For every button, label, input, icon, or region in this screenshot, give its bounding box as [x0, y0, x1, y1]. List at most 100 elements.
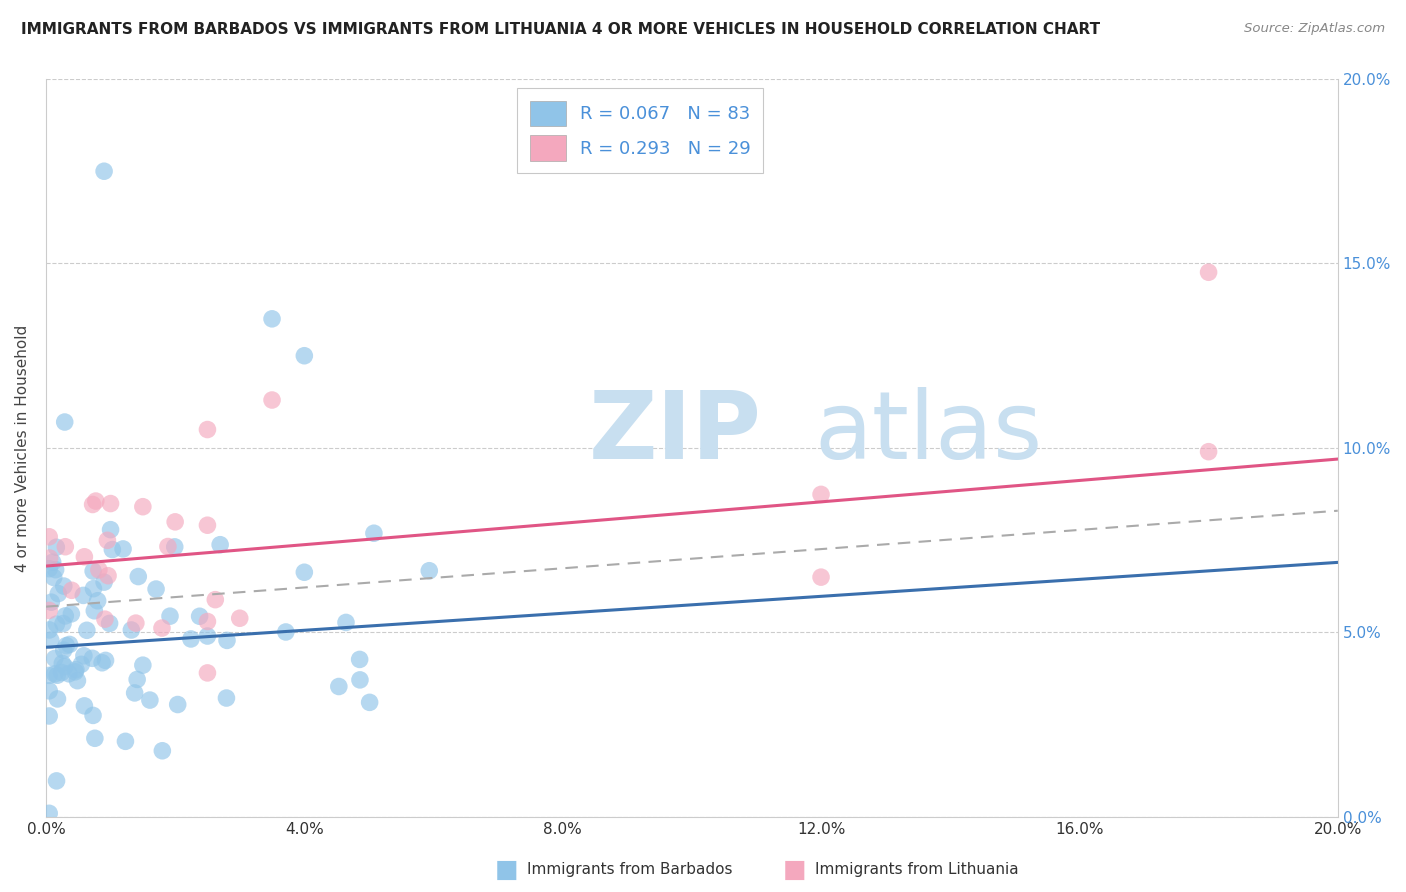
Point — [51, 657, 73, 671]
Point — [97, 568, 120, 582]
Point — [94, 612, 117, 626]
Point — [41, 555, 63, 569]
Point — [82, 582, 104, 596]
Point — [82, 498, 104, 512]
Text: Immigrants from Barbados: Immigrants from Barbados — [527, 863, 733, 877]
Point — [93, 575, 115, 590]
Point — [44, 667, 66, 681]
Point — [42, 570, 65, 584]
Point — [82, 708, 104, 723]
Point — [1198, 265, 1220, 279]
Point — [163, 540, 186, 554]
Point — [65, 663, 87, 677]
Point — [292, 349, 315, 363]
Point — [52, 616, 75, 631]
Point — [292, 566, 315, 580]
Point — [349, 652, 371, 666]
Point — [39, 595, 62, 609]
Point — [132, 658, 155, 673]
Point — [66, 673, 89, 688]
Point — [38, 683, 60, 698]
Point — [145, 582, 167, 596]
Point — [112, 541, 135, 556]
Point — [204, 592, 226, 607]
Point — [91, 656, 114, 670]
Point — [73, 648, 96, 663]
Point — [53, 415, 76, 429]
Point — [335, 615, 357, 630]
Point — [209, 538, 232, 552]
Point — [53, 540, 76, 554]
Point — [60, 583, 83, 598]
Point — [188, 609, 211, 624]
Point — [197, 518, 219, 533]
Point — [38, 530, 60, 544]
Point — [156, 540, 179, 554]
Legend: R = 0.067   N = 83, R = 0.293   N = 29: R = 0.067 N = 83, R = 0.293 N = 29 — [517, 88, 763, 173]
Text: IMMIGRANTS FROM BARBADOS VS IMMIGRANTS FROM LITHUANIA 4 OR MORE VEHICLES IN HOUS: IMMIGRANTS FROM BARBADOS VS IMMIGRANTS F… — [21, 22, 1101, 37]
Point — [44, 651, 66, 665]
Point — [55, 639, 77, 653]
Point — [810, 570, 832, 584]
Point — [45, 563, 67, 577]
Point — [58, 666, 80, 681]
Point — [418, 564, 440, 578]
Point — [87, 563, 110, 577]
Point — [124, 686, 146, 700]
Point — [98, 616, 121, 631]
Point — [76, 624, 98, 638]
Point — [114, 734, 136, 748]
Point — [45, 541, 67, 555]
Point — [52, 579, 75, 593]
Text: Immigrants from Lithuania: Immigrants from Lithuania — [815, 863, 1019, 877]
Point — [100, 497, 122, 511]
Point — [52, 643, 75, 657]
Point — [125, 616, 148, 631]
Point — [38, 603, 60, 617]
Point — [165, 515, 187, 529]
Point — [215, 691, 238, 706]
Point — [86, 593, 108, 607]
Point — [159, 609, 181, 624]
Point — [120, 623, 142, 637]
Point — [127, 673, 149, 687]
Point — [197, 629, 219, 643]
Point — [101, 542, 124, 557]
Point — [100, 523, 122, 537]
Point — [139, 693, 162, 707]
Point — [39, 633, 62, 648]
Point — [363, 526, 385, 541]
Point — [51, 665, 73, 680]
Point — [53, 608, 76, 623]
Point — [70, 657, 93, 672]
Point — [94, 653, 117, 667]
Point — [38, 709, 60, 723]
Point — [83, 731, 105, 746]
Point — [58, 637, 80, 651]
Point — [260, 392, 283, 407]
Point — [274, 625, 297, 640]
Point — [83, 604, 105, 618]
Point — [73, 698, 96, 713]
Point — [197, 615, 219, 629]
Point — [127, 569, 149, 583]
Point — [46, 586, 69, 600]
Point — [73, 549, 96, 564]
Point — [93, 164, 115, 178]
Point — [38, 668, 60, 682]
Point — [82, 651, 104, 665]
Point — [150, 621, 173, 635]
Point — [229, 611, 252, 625]
Point — [810, 487, 832, 501]
Point — [38, 623, 60, 637]
Point — [38, 562, 60, 576]
Point — [96, 533, 118, 548]
Point — [38, 551, 60, 566]
Point — [260, 311, 283, 326]
Point — [72, 588, 94, 602]
Point — [82, 564, 104, 578]
Point — [60, 607, 83, 621]
Point — [63, 665, 86, 679]
Point — [359, 695, 381, 709]
Point — [166, 698, 188, 712]
